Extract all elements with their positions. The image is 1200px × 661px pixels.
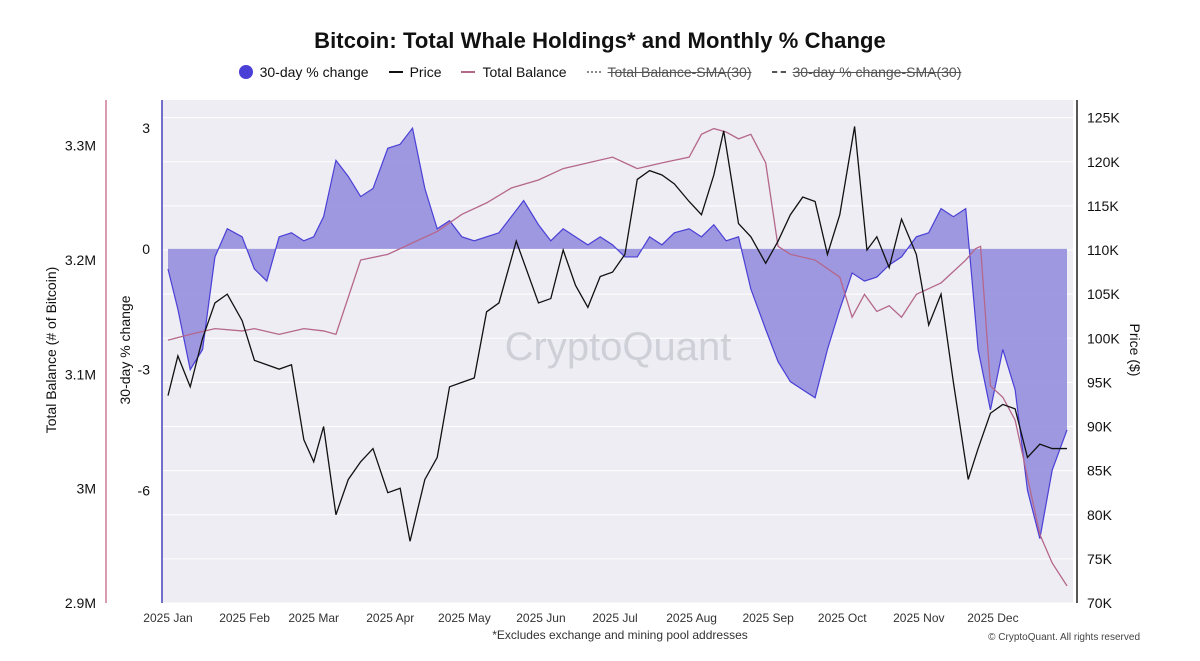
- x-tick-label: 2025 Aug: [666, 611, 717, 625]
- axes: 3.3M 3.2M 3.1M 3M 2.9M 3 0 -3 -6 125K 120K 115K 110K…: [43, 100, 1143, 625]
- pct-change-area: [167, 126, 1068, 539]
- total-balance-path: [167, 127, 1068, 587]
- pct-axis-title: 30-day % change: [117, 295, 133, 404]
- pct-tick-label: -3: [138, 362, 151, 378]
- price-line: [167, 126, 1067, 542]
- legend-item[interactable]: Total Balance-SMA(30): [586, 64, 752, 80]
- legend-item[interactable]: 30-day % change-SMA(30): [771, 64, 962, 80]
- x-tick-label: 2025 Dec: [967, 611, 1018, 625]
- price-tick-label: 100K: [1087, 330, 1120, 346]
- legend-item[interactable]: 30-day % change: [238, 64, 369, 80]
- balance-tick-label: 3.3M: [65, 138, 96, 154]
- legend-label: Price: [409, 64, 442, 80]
- price-tick-label: 75K: [1087, 551, 1113, 567]
- x-tick-label: 2025 Jul: [592, 611, 637, 625]
- price-tick-label: 80K: [1087, 507, 1113, 523]
- legend-item[interactable]: Price: [388, 64, 442, 80]
- price-tick-label: 85K: [1087, 463, 1113, 479]
- legend-label: Total Balance-SMA(30): [607, 64, 752, 80]
- x-tick-label: 2025 Jun: [516, 611, 565, 625]
- legend-item[interactable]: Total Balance: [461, 64, 567, 80]
- pct-change-edge: [167, 126, 1068, 539]
- chart-title: Bitcoin: Total Whale Holdings* and Month…: [314, 28, 886, 53]
- pct-tick-label: 0: [142, 241, 150, 257]
- pct-tick-label: 3: [142, 120, 150, 136]
- legend-label: 30-day % change: [259, 64, 369, 80]
- x-tick-label: 2025 Jan: [143, 611, 192, 625]
- copyright: © CryptoQuant. All rights reserved: [988, 632, 1140, 643]
- price-tick-label: 95K: [1087, 374, 1113, 390]
- legend-label: 30-day % change-SMA(30): [792, 64, 962, 80]
- x-tick-label: 2025 Apr: [366, 611, 414, 625]
- watermark: CryptoQuant: [505, 325, 732, 369]
- price-axis-title: Price ($): [1127, 324, 1143, 377]
- price-tick-label: 105K: [1087, 286, 1120, 302]
- balance-tick-label: 3M: [77, 481, 96, 497]
- price-path: [167, 126, 1067, 542]
- balance-axis-title: Total Balance (# of Bitcoin): [43, 267, 59, 434]
- price-tick-label: 90K: [1087, 419, 1113, 435]
- legend-line-icon: [771, 71, 786, 73]
- legend-line-icon: [461, 71, 476, 73]
- x-tick-label: 2025 Feb: [219, 611, 270, 625]
- x-tick-label: 2025 Nov: [893, 611, 944, 625]
- price-tick-label: 70K: [1087, 595, 1113, 611]
- legend: 30-day % change Price Total Balance Total B…: [0, 64, 1200, 80]
- balance-tick-label: 3.1M: [65, 366, 96, 382]
- pct-tick-label: -6: [138, 482, 151, 498]
- footnote: *Excludes exchange and mining pool addre…: [492, 628, 748, 642]
- price-tick-label: 125K: [1087, 110, 1120, 126]
- price-tick-label: 120K: [1087, 154, 1120, 170]
- x-tick-label: 2025 May: [438, 611, 491, 625]
- x-tick-label: 2025 Oct: [818, 611, 867, 625]
- total-balance-line: [167, 127, 1068, 587]
- x-tick-label: 2025 Sep: [742, 611, 794, 625]
- plot-area: [162, 100, 1073, 603]
- legend-line-icon: [388, 71, 403, 73]
- legend-label: Total Balance: [482, 64, 567, 80]
- price-tick-label: 115K: [1087, 198, 1119, 214]
- balance-tick-label: 3.2M: [65, 252, 96, 268]
- x-tick-label: 2025 Mar: [288, 611, 339, 625]
- legend-dot-icon: [238, 65, 253, 79]
- legend-line-icon: [586, 71, 601, 73]
- price-tick-label: 110K: [1087, 242, 1119, 258]
- grid-lines: [162, 117, 1073, 604]
- pct-change-fill: [168, 128, 1067, 539]
- balance-tick-label: 2.9M: [65, 595, 96, 611]
